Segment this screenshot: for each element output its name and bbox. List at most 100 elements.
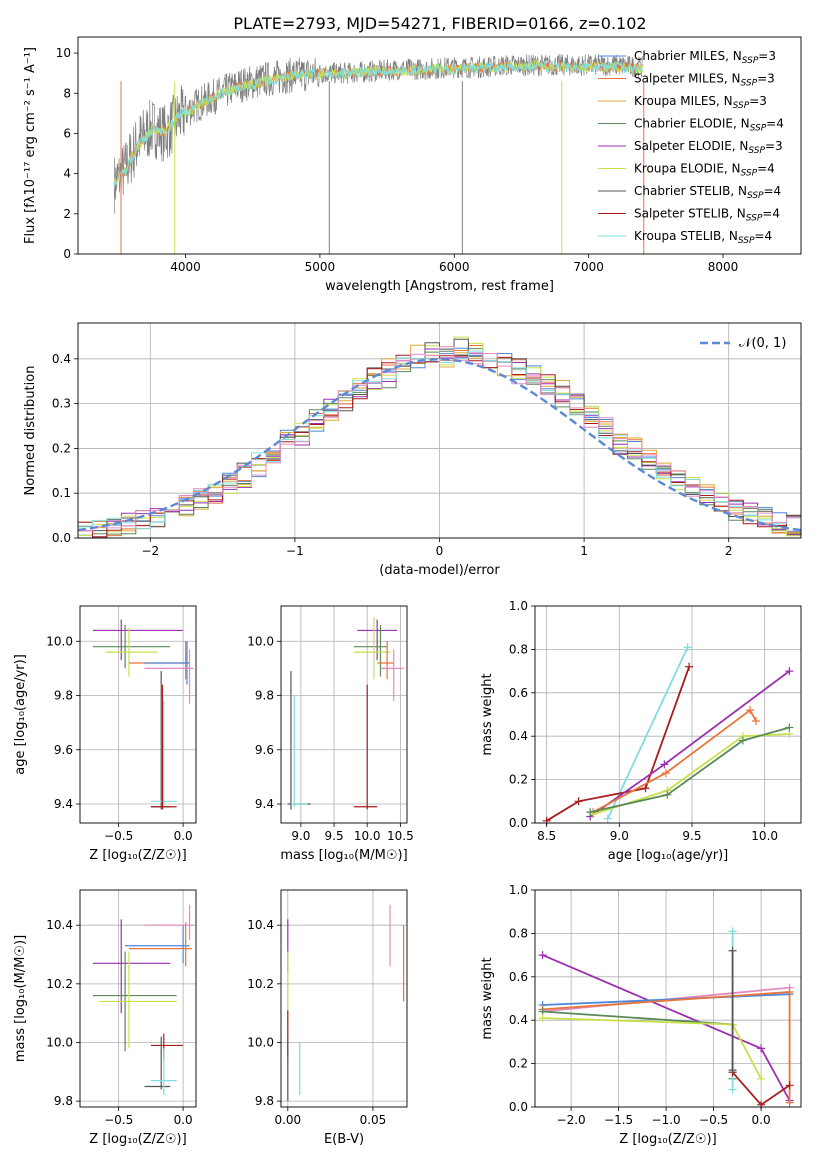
y-tick-label: 0.2 xyxy=(509,1057,528,1071)
x-tick-label: 0.05 xyxy=(360,1113,387,1127)
y-tick-label: 0.4 xyxy=(509,729,528,743)
axes-frame xyxy=(79,605,197,824)
x-tick-label: −0.5 xyxy=(104,829,133,843)
y-tick-label: 9.6 xyxy=(54,743,73,757)
x-tick-label: −1.0 xyxy=(652,1113,681,1127)
plot-area-mass_vs_ebv xyxy=(287,904,405,1102)
y-tick-label: 10.0 xyxy=(247,1035,274,1049)
legend: Chabrier MILES, NSSP=3 Salpeter MILES, NS… xyxy=(598,49,784,246)
x-axis-label: Z [log₁₀(Z/Z☉)] xyxy=(89,848,186,863)
weight-marker xyxy=(728,1066,737,1075)
legend-label: Chabrier ELODIE, NSSP=4 xyxy=(634,117,784,134)
axes-residuals: −2 −1 0 1 2 0.0 0.1 0.2 0.3 0.4 (data-model)/error… xyxy=(23,322,802,578)
histogram-pink xyxy=(77,346,801,535)
y-axis-label: mass weight xyxy=(480,673,495,755)
axes-frame xyxy=(280,889,408,1108)
legend: 𝒩(0, 1) xyxy=(700,336,786,351)
y-tick-label: 9.4 xyxy=(255,797,274,811)
legend-label: Salpeter STELIB, NSSP=4 xyxy=(634,207,780,224)
y-tick-label: 10.0 xyxy=(46,1035,73,1049)
y-axis-label: age [log₁₀(age/yr)] xyxy=(13,654,28,775)
axes-age_vs_Z: −0.5 0.0 9.4 9.6 9.8 10.0 Z [log₁₀(Z/Z☉)] age [… xyxy=(13,605,197,863)
y-tick-label: 9.6 xyxy=(255,743,274,757)
y-tick-label: 0.2 xyxy=(509,773,528,787)
x-axis-label: age [log₁₀(age/yr)] xyxy=(608,848,729,863)
axes-mass_vs_Z: −0.5 0.0 9.8 10.0 10.2 10.4 Z [log₁₀(Z/Z☉)] mas… xyxy=(13,889,197,1147)
x-tick-label: 0.0 xyxy=(174,1113,193,1127)
x-tick-label: 5000 xyxy=(305,260,336,274)
axes-massweight_vs_Z: −2.0 −1.5 −1.0 −0.5 0.0 0.0 0.2 0.4 0.6 0.8 1.0 Z [… xyxy=(480,883,802,1147)
weight-marker xyxy=(685,662,694,671)
weight-marker xyxy=(785,667,794,676)
weight-marker xyxy=(728,927,737,936)
y-tick-label: 0.2 xyxy=(52,441,71,455)
axes-frame xyxy=(534,889,802,1108)
legend-label: Salpeter MILES, NSSP=3 xyxy=(634,72,775,89)
x-tick-label: 8.5 xyxy=(537,829,556,843)
weight-marker xyxy=(538,1014,547,1023)
weight-marker xyxy=(661,769,670,778)
y-tick-label: 0.3 xyxy=(52,397,71,411)
axes-frame xyxy=(79,889,197,1108)
x-tick-label: 9.0 xyxy=(291,829,310,843)
x-tick-label: −2.0 xyxy=(557,1113,586,1127)
model-spectrum-line xyxy=(113,60,643,187)
axes-age_vs_mass: 9.0 9.5 10.0 10.5 9.4 9.6 9.8 10.0 mass [log₁₀(M… xyxy=(247,605,414,863)
y-tick-label: 0 xyxy=(63,247,71,261)
y-tick-label: 1.0 xyxy=(509,599,528,613)
weight-marker xyxy=(641,784,650,793)
y-tick-label: 2 xyxy=(63,207,71,221)
weight-marker xyxy=(728,1085,737,1094)
weight-marker xyxy=(785,1098,794,1107)
y-tick-label: 10.4 xyxy=(247,918,274,932)
y-tick-label: 0.6 xyxy=(509,970,528,984)
normal-curve-line xyxy=(77,358,802,532)
y-tick-label: 1.0 xyxy=(509,883,528,897)
x-tick-label: −1 xyxy=(286,544,304,558)
x-tick-label: −1.5 xyxy=(604,1113,633,1127)
x-axis-label: E(B-V) xyxy=(324,1132,364,1147)
x-tick-label: 6000 xyxy=(439,260,470,274)
plot-area-massweight_vs_Z xyxy=(538,927,794,1109)
y-tick-label: 0.4 xyxy=(52,352,71,366)
x-tick-label: −0.5 xyxy=(104,1113,133,1127)
y-axis-label: mass [log₁₀(M/M☉)] xyxy=(13,935,28,1062)
weight-marker xyxy=(757,1074,766,1083)
y-tick-label: 10.0 xyxy=(247,634,274,648)
y-tick-label: 0.0 xyxy=(52,531,71,545)
y-axis-label: mass weight xyxy=(480,957,495,1039)
x-tick-label: 0 xyxy=(436,544,444,558)
weight-line-salpeter_stelib xyxy=(546,666,690,822)
legend-label: Kroupa ELODIE, NSSP=4 xyxy=(634,162,775,179)
weight-line-chabrier_miles xyxy=(542,993,790,1006)
weight-marker xyxy=(785,723,794,732)
figure-title: PLATE=2793, MJD=54271, FIBERID=0166, z=0… xyxy=(233,14,646,33)
weight-marker xyxy=(683,643,692,652)
y-tick-label: 0.8 xyxy=(509,642,528,656)
x-axis-label: wavelength [Angstrom, rest frame] xyxy=(325,279,554,294)
y-tick-label: 10.0 xyxy=(46,634,73,648)
weight-marker xyxy=(538,951,547,960)
x-axis-label: mass [log₁₀(M/M☉)] xyxy=(280,848,407,863)
x-tick-label: 2 xyxy=(725,544,733,558)
x-tick-label: −2 xyxy=(141,544,159,558)
legend-label: 𝒩(0, 1) xyxy=(739,336,786,351)
legend-label: Chabrier MILES, NSSP=3 xyxy=(634,49,776,66)
x-tick-label: 0.0 xyxy=(174,829,193,843)
weight-marker xyxy=(574,797,583,806)
weight-marker xyxy=(660,760,669,769)
weight-marker xyxy=(751,717,760,726)
weight-marker xyxy=(603,814,612,823)
legend-label: Kroupa MILES, NSSP=3 xyxy=(634,94,767,111)
y-tick-label: 0.1 xyxy=(52,486,71,500)
y-tick-label: 10 xyxy=(56,46,71,60)
weight-marker xyxy=(757,1044,766,1053)
weight-line-salpeter_miles xyxy=(592,708,757,813)
axes-frame xyxy=(534,605,802,824)
legend-label: Salpeter ELODIE, NSSP=3 xyxy=(634,139,783,156)
axes-frame xyxy=(77,322,802,539)
x-tick-label: 10.0 xyxy=(751,829,778,843)
weight-marker xyxy=(663,790,672,799)
